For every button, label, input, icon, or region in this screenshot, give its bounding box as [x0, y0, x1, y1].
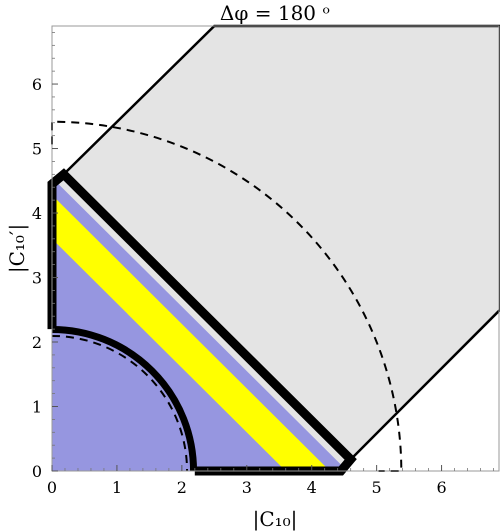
dashed-inner-arc: [51, 334, 189, 472]
y-tick-label: 4: [32, 204, 42, 223]
plot-frame: [51, 25, 500, 472]
y-tick-label: 5: [32, 140, 42, 159]
x-tick-label: 6: [436, 478, 446, 497]
x-tick-label: 1: [112, 478, 122, 497]
x-tick-label: 4: [307, 478, 317, 497]
x-tick-label: 2: [177, 478, 187, 497]
y-tick-label: 1: [32, 398, 42, 417]
dashed-outer-arc: [51, 120, 403, 472]
y-axis-title: |C₁₀′|: [5, 224, 30, 273]
y-tick-label: 6: [32, 75, 42, 94]
yellow-band: [52, 195, 330, 471]
thick-inner-arc: [51, 325, 198, 472]
chart-title: Δφ = 180 ᵒ: [220, 1, 330, 25]
x-tick-label: 3: [242, 478, 252, 497]
x-tick-label: 0: [47, 478, 57, 497]
y-tick-label: 3: [32, 269, 42, 288]
x-axis-title: |C₁₀|: [253, 507, 298, 532]
x-tick-label: 5: [372, 478, 382, 497]
y-tick-label: 0: [32, 462, 42, 481]
regions-layer: [50, 24, 500, 473]
blue-triangle-region: [52, 177, 348, 471]
y-tick-label: 2: [32, 333, 42, 352]
ticks-layer: 0 1 2 3 4 5 6 0 1 2 3 4 5 6: [32, 32, 494, 497]
